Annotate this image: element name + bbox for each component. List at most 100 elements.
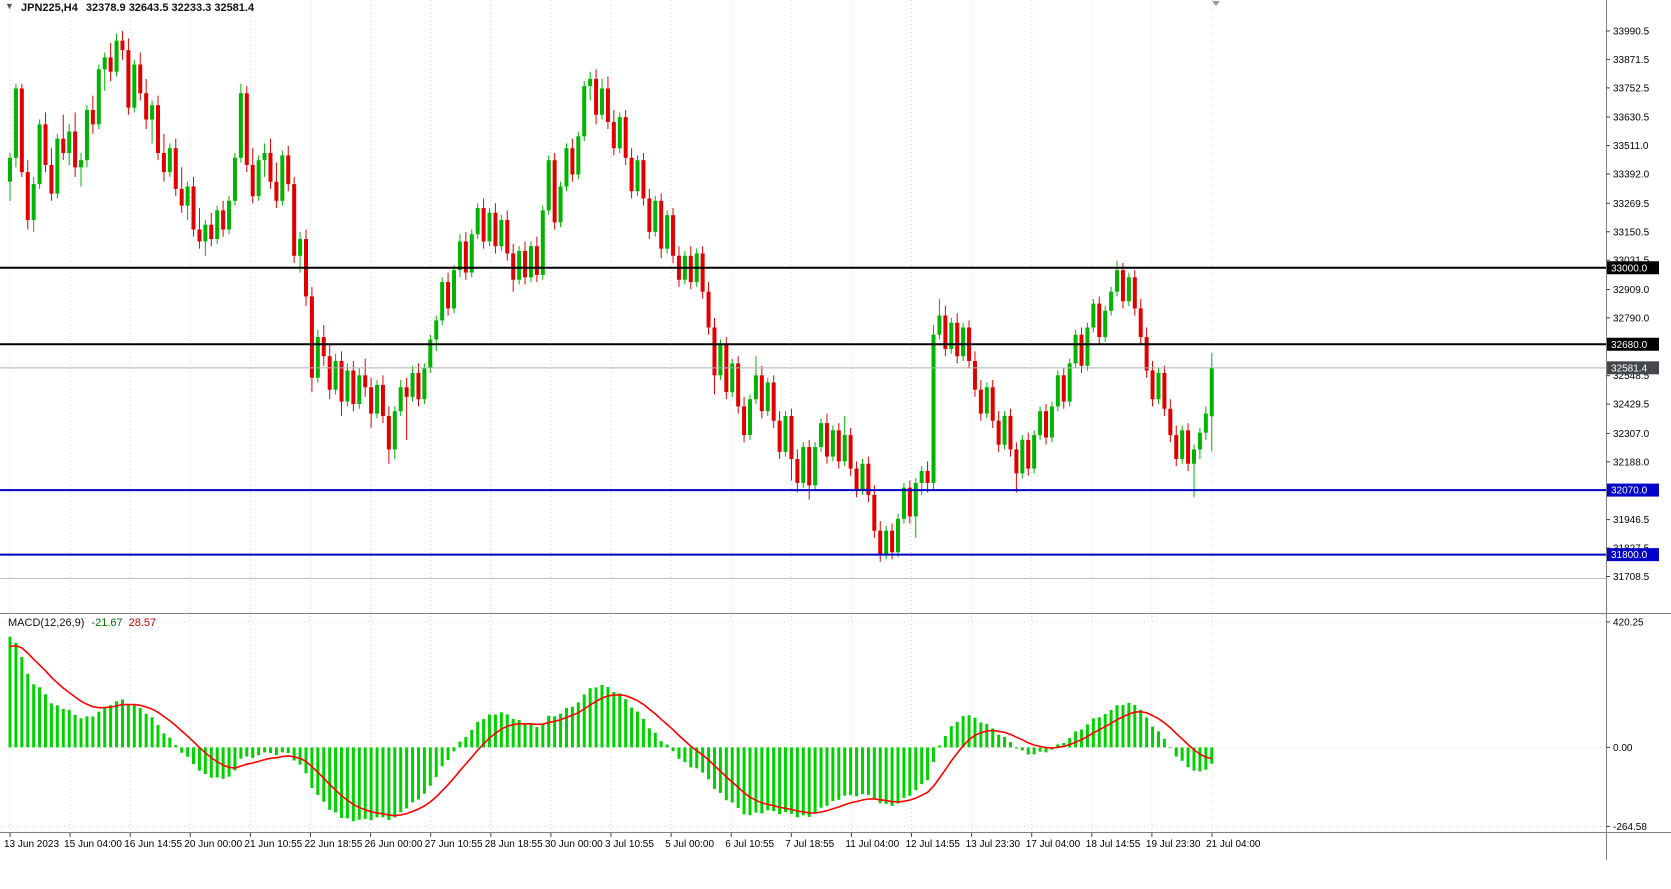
macd-histogram-bar: [683, 747, 687, 763]
candle-body: [1132, 277, 1137, 309]
macd-histogram-bar: [340, 747, 344, 818]
price-axis-tick: 33752.5: [1613, 83, 1650, 94]
macd-histogram-bar: [363, 747, 367, 819]
candle-body: [309, 296, 314, 378]
macd-histogram-bar: [671, 747, 675, 752]
candle-body: [996, 420, 1001, 445]
macd-histogram-bar: [126, 704, 130, 748]
macd-histogram-bar: [884, 747, 888, 804]
macd-histogram-bar: [109, 705, 113, 748]
macd-histogram-bar: [61, 708, 65, 748]
macd-histogram-bar: [724, 747, 728, 801]
time-axis-label: 11 Jul 04:00: [845, 839, 899, 850]
macd-histogram-bar: [636, 711, 640, 748]
candle-body: [440, 282, 445, 321]
candle-body: [1097, 303, 1102, 338]
macd-histogram-bar: [85, 716, 89, 748]
macd-histogram-bar: [20, 656, 24, 748]
time-axis-label: 27 Jun 10:55: [425, 839, 483, 850]
candle-body: [221, 210, 226, 230]
candle-body: [955, 322, 960, 357]
panel-dividers: [0, 0, 1671, 860]
macd-histogram-bar: [138, 708, 142, 748]
candle-body: [487, 212, 492, 242]
candle-body: [1020, 439, 1025, 474]
macd-histogram-bar: [150, 717, 154, 748]
macd-histogram-bar: [778, 747, 782, 815]
candle-body: [854, 468, 859, 491]
candle-body: [896, 518, 900, 553]
macd-histogram-bar: [482, 719, 486, 748]
macd-indicator-label: MACD(12,26,9) -21.67 28.57: [8, 617, 156, 629]
macd-histogram-bar: [831, 747, 835, 802]
candle-body: [1109, 291, 1114, 311]
candle-body: [1049, 406, 1054, 438]
macd-histogram-bar: [1139, 709, 1143, 748]
price-axis-tick: 31946.5: [1613, 515, 1650, 526]
price-axis-tick: 33269.5: [1613, 199, 1650, 210]
candle-body: [73, 131, 78, 168]
time-axis-label: 20 Jun 00:00: [184, 839, 242, 850]
macd-histogram-bar: [304, 747, 308, 774]
candle-body: [665, 215, 670, 249]
hlines-layer: [0, 266, 1606, 580]
macd-histogram-bar: [351, 747, 355, 822]
candle-body: [931, 334, 936, 483]
time-axis-label: 28 Jun 18:55: [485, 839, 543, 850]
macd-histogram-bar: [103, 706, 107, 748]
macd-histogram-bar: [1127, 702, 1131, 748]
candle-body: [1008, 415, 1013, 450]
candle-body: [890, 530, 895, 553]
candle-body: [126, 50, 131, 108]
macd-histogram-bar: [1151, 726, 1155, 748]
candle-body: [978, 389, 983, 414]
candle-body: [244, 93, 249, 165]
macd-histogram-bar: [357, 747, 361, 820]
macd-histogram-bar: [458, 741, 462, 748]
macd-histogram-bar: [689, 747, 693, 768]
candle-body: [179, 188, 184, 206]
macd-histogram-bar: [789, 747, 793, 815]
price-badge: [1607, 261, 1659, 275]
macd-histogram-bar: [1097, 717, 1101, 748]
macd-histogram-bar: [387, 747, 391, 821]
macd-histogram-bar: [1008, 742, 1012, 748]
candle-body: [872, 494, 877, 531]
candle-body: [653, 200, 658, 232]
macd-histogram-bar: [1198, 747, 1202, 772]
one-click-trading-arrow-icon[interactable]: ▼: [5, 1, 14, 11]
candle-body: [215, 210, 220, 240]
macd-histogram-bar: [647, 728, 651, 748]
macd-histogram-bar: [345, 747, 349, 819]
price-badge: [1607, 361, 1659, 375]
macd-histogram-bar: [91, 716, 95, 748]
candle-body: [635, 160, 640, 192]
candle-body: [866, 463, 871, 495]
macd-histogram-bar: [1003, 736, 1007, 748]
macd-histogram-bar: [440, 747, 444, 767]
candle-body: [742, 406, 747, 436]
macd-histogram-bar: [837, 747, 841, 800]
candle-body: [481, 207, 486, 242]
candle-body: [1079, 334, 1084, 366]
candle-body: [1073, 334, 1078, 364]
candle-body: [884, 530, 889, 555]
macd-histogram-bar: [97, 711, 101, 748]
candle-body: [339, 360, 344, 402]
candle-body: [1162, 372, 1167, 409]
shift-marker-icon[interactable]: [1212, 1, 1220, 6]
time-scale[interactable]: 13 Jun 2023 15 Jun 04:00 16 Jun 14:55 20 Ju…: [4, 833, 1261, 850]
macd-histogram-bar: [1133, 704, 1137, 748]
time-axis-label: 18 Jul 14:55: [1086, 839, 1141, 850]
macd-histogram-bar: [665, 744, 669, 748]
candle-body: [688, 255, 693, 283]
macd-histogram-bar: [197, 747, 201, 771]
macd-scale[interactable]: 420.25 0.00 -264.58: [1606, 617, 1647, 833]
macd-histogram-bar: [813, 747, 817, 814]
candle-body: [1032, 435, 1037, 469]
candle-body: [1038, 411, 1043, 436]
candle-body: [452, 270, 456, 309]
price-scale[interactable]: 33990.5 33871.5 33752.5 33630.5 33511.0 33392…: [1606, 26, 1650, 583]
candle-body: [167, 148, 172, 173]
